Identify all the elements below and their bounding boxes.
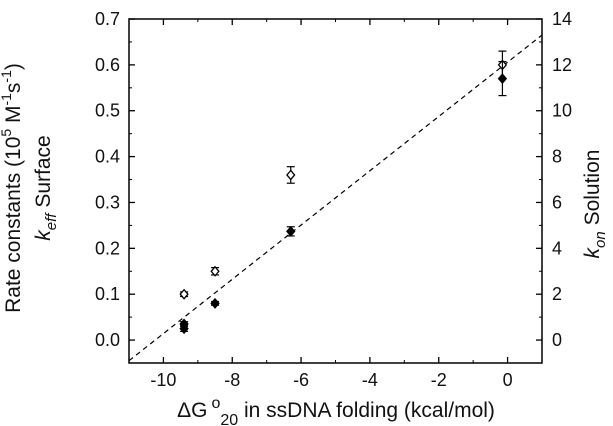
axis-ticks [128, 18, 543, 363]
x-tick-label: -6 [293, 370, 309, 390]
tick-labels: -10 -8 -6 -4 -2 0 0.0 0.1 0.2 0.3 0.4 0.5 0.6 0.7 0 2 4 6… [95, 9, 572, 390]
y-left-tick-label: 0.6 [95, 55, 120, 75]
x-tick-label: -2 [431, 370, 447, 390]
y-left-suffix: ) [2, 63, 25, 70]
y-right-tick-label: 10 [552, 101, 572, 121]
y-left-tick-label: 0.1 [95, 284, 120, 304]
y-left-tick-label: 0.2 [95, 238, 120, 258]
x-axis-title-rest: in ssDNA folding (kcal/mol) [238, 399, 495, 422]
y-right-tick-label: 6 [552, 192, 562, 212]
y-left-s: s [2, 83, 25, 94]
y-right-tick-label: 12 [552, 55, 572, 75]
x-tick-label: -4 [362, 370, 378, 390]
y-right-axis-title: kon Solution [581, 150, 609, 259]
y-left-exp1: 5 [0, 129, 14, 137]
y-right-ksub: on [592, 231, 609, 248]
x-tick-label: -10 [150, 370, 176, 390]
y-right-tick-label: 8 [552, 147, 562, 167]
y-right-axis-title-text: kon Solution [581, 150, 609, 259]
open-diamond-point [286, 169, 296, 181]
y-left-exp3: -1 [0, 70, 14, 83]
y-left-after: Surface [32, 135, 55, 213]
y-left-axis-title-line1: Rate constants (105 M-1s-1) [0, 63, 25, 313]
y-right-tick-label: 2 [552, 284, 562, 304]
fit-line [128, 34, 543, 362]
x-axis-title-subscript: 20 [220, 412, 238, 426]
y-right-k: k [581, 246, 604, 258]
x-tick-label: 0 [503, 370, 513, 390]
y-left-tick-label: 0.3 [95, 192, 120, 212]
x-axis-title: ΔG o20 in ssDNA folding (kcal/mol) [177, 395, 495, 426]
y-right-after: Solution [581, 150, 604, 232]
y-left-tick-label: 0.0 [95, 330, 120, 350]
filled-diamond-point [210, 297, 220, 309]
x-tick-label: -8 [224, 370, 240, 390]
plot-frame [128, 18, 543, 364]
y-left-mid: M [2, 106, 25, 129]
y-left-axis-title-line2: keff Surface [32, 135, 60, 240]
plot-lines [128, 34, 543, 362]
x-axis-title-degree: o [211, 395, 220, 412]
y-left-k: k [32, 229, 55, 241]
plot-points [179, 50, 508, 335]
filled-diamond-point [179, 318, 189, 330]
y-left-tick-label: 0.5 [95, 101, 120, 121]
filled-diamond-point [286, 225, 296, 237]
y-left-ksub: eff [43, 212, 60, 231]
y-right-tick-label: 0 [552, 330, 562, 350]
y-left-tick-label: 0.4 [95, 147, 120, 167]
filled-diamond-point [497, 73, 508, 85]
x-axis-title-delta: ΔG [177, 399, 207, 422]
y-right-tick-label: 14 [552, 9, 572, 29]
y-left-prefix: Rate constants (10 [2, 137, 25, 313]
y-right-tick-label: 4 [552, 238, 562, 258]
y-left-tick-label: 0.7 [95, 9, 120, 29]
y-left-exp2: -1 [0, 93, 14, 106]
y-left-axis-title: Rate constants (105 M-1s-1) keff Surface [0, 63, 60, 313]
open-diamond-point [179, 288, 189, 300]
open-diamond-point [210, 265, 220, 277]
